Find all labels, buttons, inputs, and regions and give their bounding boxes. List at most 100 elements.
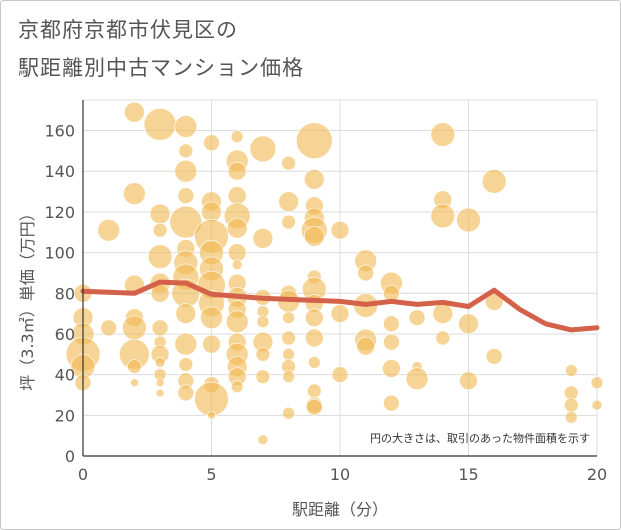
bubble-point [295,122,333,160]
y-tick-label: 80 [55,284,75,303]
bubble-point [174,332,198,356]
bubble-point [97,218,121,242]
chart-title-line1: 京都府京都市伏見区の [18,18,238,42]
x-tick-label: 5 [206,465,216,484]
bubble-point [382,333,400,351]
bubble-point [382,315,400,333]
bubble-point [282,370,296,384]
bubble-point [174,159,198,183]
bubble-point [231,259,243,271]
bubble-point [435,330,451,346]
bubble-point [177,384,195,402]
y-tick-label: 60 [55,325,75,344]
bubble-point [281,155,297,171]
bubble-point [207,410,216,420]
bubble-point [175,303,197,325]
bubble-point [458,313,479,335]
bubble-point [147,244,173,270]
bubble-point [330,220,350,240]
x-tick-label: 0 [78,465,88,484]
bubble-point [178,143,194,159]
bubble-point [430,122,456,147]
bubble-point [357,264,375,282]
bubble-point [485,347,503,365]
y-tick-label: 0 [65,447,75,466]
y-tick-label: 20 [55,406,75,425]
x-tick-label: 10 [330,465,350,484]
bubble-size-note: 円の大きさは、取引のあった物件面積を示す [370,431,590,445]
bubble-point [281,330,297,346]
bubble-point [282,347,296,361]
bubble-point [100,319,118,337]
bubble-point [177,187,195,205]
y-tick-label: 100 [44,244,75,263]
bubble-point [178,357,194,372]
y-axis-label: 坪（3.3㎡）単価（万円） [18,205,37,390]
bubble-point [203,134,220,152]
bubble-point [405,367,429,391]
bubble-point [564,364,578,377]
average-price-line [80,279,600,333]
bubble-point [200,306,223,330]
bubble-point [563,397,579,413]
bubble-point [331,366,349,384]
bubble-point [590,376,604,390]
bubble-point [174,115,198,138]
bubble-point [356,336,376,356]
bubble-point [151,319,169,337]
chart-title-line2: 駅距離別中古マンション価格 [18,56,304,80]
bubble-point [143,108,177,141]
bubble-point [155,378,165,388]
bubble-point [121,315,147,341]
bubble-point [456,207,481,233]
bubble-point [155,388,165,398]
axis-layer: 0 20 40 60 80 100 120 140 160 0 5 10 15 20 [44,100,607,484]
bubble-point [481,168,507,194]
bubble-point [304,328,324,348]
bubble-point [459,371,478,391]
bubble-point [381,359,401,378]
bubble-point [278,191,300,213]
bubble-point [122,182,146,205]
y-tick-label: 160 [44,122,75,141]
bubble-point [230,130,244,144]
bubble-point [123,101,145,123]
bubble-point [249,135,277,163]
bubble-point [256,315,270,329]
bubble-point [255,346,271,362]
bubble-point [252,227,274,249]
y-tick-label: 140 [44,162,75,181]
bubble-point [257,434,269,446]
bubble-point [303,168,325,190]
bubble-point [306,383,322,399]
x-tick-label: 15 [458,465,478,484]
bubble-point [382,394,400,412]
bubble-point [226,217,248,239]
bubble-point [230,380,244,394]
bubble-point [304,308,324,328]
bubble-point [432,303,454,325]
bubble-point [382,284,400,302]
bubble-point [303,225,325,247]
bubble-point [307,356,321,369]
bubble-point [282,311,296,325]
bubble-point [330,304,350,324]
bubble-point [202,334,221,354]
bubble-point [152,222,168,238]
y-tick-label: 120 [44,203,75,222]
bubble-point [129,378,139,388]
x-tick-label: 20 [587,465,607,484]
bubble-point [126,359,142,374]
bubble-point [281,214,297,230]
bubble-point [154,357,166,368]
bubble-point [282,406,296,420]
bubble-point [225,310,249,334]
bubble-point [201,201,222,223]
bubble-point [149,203,171,225]
bubble-point [564,410,578,424]
bubble-point [255,369,271,385]
bubble-point [408,309,426,327]
bubble-layer [65,101,604,446]
y-tick-label: 40 [55,366,75,385]
